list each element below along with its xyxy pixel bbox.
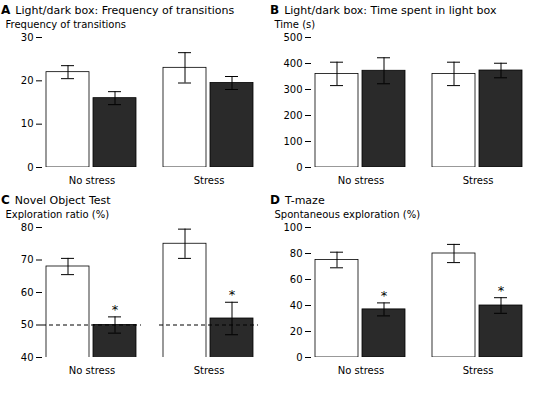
svg-text:*: * [112, 302, 119, 317]
svg-text:30: 30 [21, 32, 34, 43]
html-text:T-maze: T-maze [285, 194, 325, 207]
svg-text:Exploration ratio (%): Exploration ratio (%) [6, 209, 110, 220]
svg-text:20: 20 [290, 326, 303, 337]
svg-text:Spontaneous exploration (%): Spontaneous exploration (%) [275, 209, 421, 220]
svg-text:0: 0 [27, 162, 33, 173]
svg-text:60: 60 [290, 274, 303, 285]
svg-text:Stress: Stress [194, 175, 225, 186]
svg-text:0: 0 [296, 352, 302, 363]
svg-text:500: 500 [283, 32, 302, 43]
html-text:D: D [270, 193, 280, 207]
svg-text:Stress: Stress [463, 365, 494, 376]
svg-text:300: 300 [283, 84, 302, 95]
svg-text:Frequency of transitions: Frequency of transitions [6, 19, 127, 30]
svg-text:Stress: Stress [463, 175, 494, 186]
svg-text:No stress: No stress [69, 365, 115, 376]
svg-text:20: 20 [21, 75, 34, 86]
svg-text:80: 80 [21, 222, 34, 233]
html-text:C Novel Object Test: C Novel Object Test [1, 193, 111, 207]
svg-text:50: 50 [21, 319, 34, 330]
svg-text:100: 100 [283, 222, 302, 233]
svg-text:Time (s): Time (s) [274, 19, 316, 30]
svg-text:*: * [229, 287, 236, 302]
svg-text:100: 100 [283, 136, 302, 147]
svg-text:Stress: Stress [194, 365, 225, 376]
svg-text:No stress: No stress [338, 365, 384, 376]
svg-text:*: * [498, 283, 505, 298]
svg-text:200: 200 [283, 110, 302, 121]
svg-text:No stress: No stress [69, 175, 115, 186]
svg-text:400: 400 [283, 58, 302, 69]
svg-text:60: 60 [21, 287, 34, 298]
html-text:B Light/dark box: Time spent i: B Light/dark box: Time spent in light bo… [270, 3, 497, 17]
svg-text:No stress: No stress [338, 175, 384, 186]
svg-text:40: 40 [290, 300, 303, 311]
html-text:A Light/dark box: Frequency of: A Light/dark box: Frequency of transitio… [1, 3, 235, 17]
svg-text:80: 80 [290, 248, 303, 259]
svg-text:0: 0 [296, 162, 302, 173]
svg-text:*: * [381, 288, 388, 303]
svg-text:70: 70 [21, 254, 34, 265]
svg-text:10: 10 [21, 118, 34, 129]
svg-text:40: 40 [21, 352, 34, 363]
